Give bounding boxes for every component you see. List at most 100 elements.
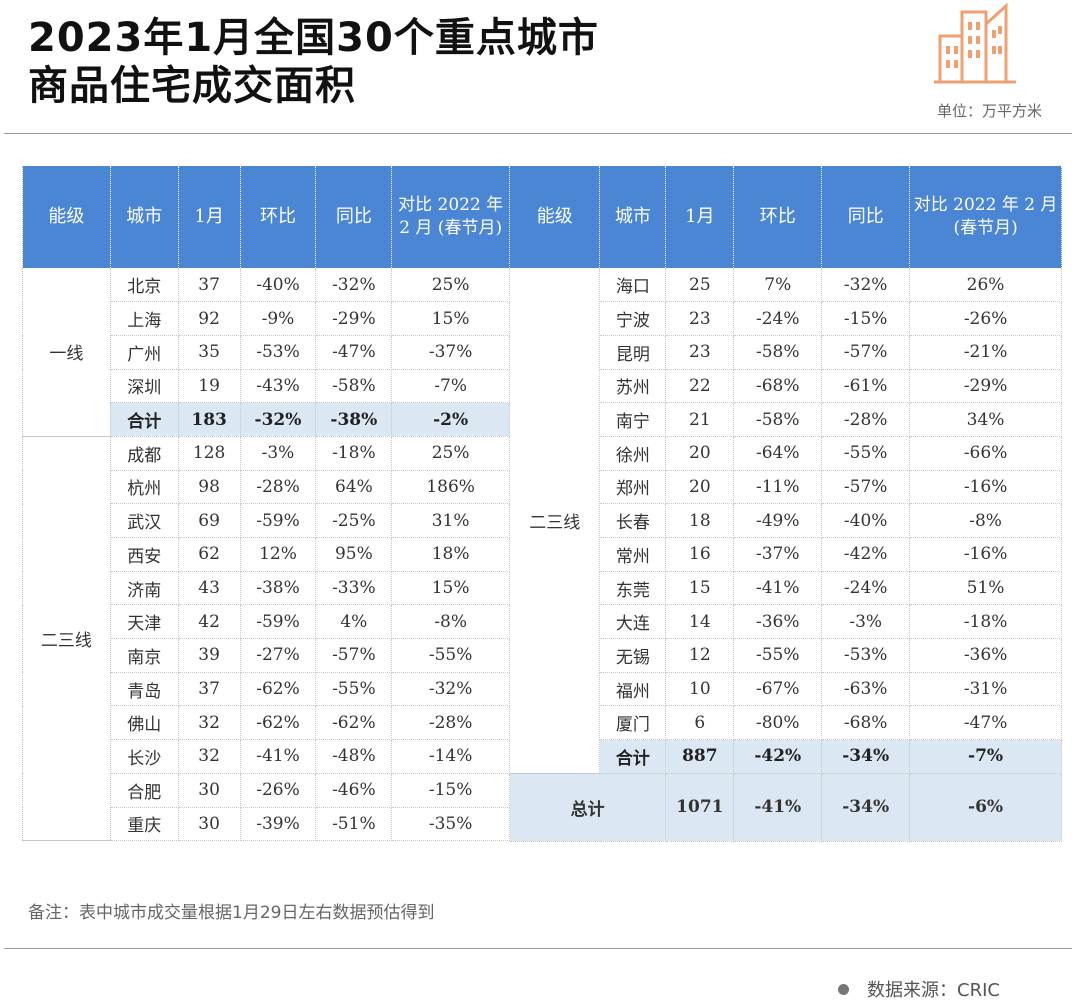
top-divider [4,133,1072,134]
table-row: 二三线 成都 128 -3% -18% 25% [22,436,510,842]
jan-value-cell: 37 [178,672,241,707]
header-tier: 能级 [510,166,601,268]
yoy-cell: -47% [315,335,393,370]
yoy-cell: -61% [821,369,911,404]
table-row: 长春 18 -49% -40% -8% [510,503,1062,538]
table-row: 徐州 20 -64% -55% -66% [510,436,1062,471]
vs-2022-feb-cell: -35% [391,807,510,842]
jan-value-cell: 12 [665,638,735,673]
header-city: 城市 [110,166,179,268]
vs-2022-feb-cell: -37% [391,335,510,370]
yoy-cell: -34% [821,739,911,774]
city-cell: 天津 [110,604,179,640]
mom-cell: -40% [240,268,317,303]
mom-cell: -58% [733,335,823,370]
vs-2022-feb-cell: -29% [909,369,1062,404]
yoy-cell: -38% [315,402,393,437]
tier-label-cell: 一线 [22,268,111,437]
mom-cell: -28% [240,470,317,505]
jan-value-cell: 6 [665,705,735,741]
mom-cell: -58% [733,402,823,437]
jan-value-cell: 23 [665,335,735,370]
city-cell: 长春 [599,503,667,538]
mom-cell: -49% [733,503,823,538]
vs-2022-feb-cell: -47% [909,705,1062,741]
vs-2022-feb-cell: -15% [391,773,510,808]
vs-2022-feb-cell: -2% [391,402,510,437]
city-cell: 宁波 [599,301,667,336]
city-cell: 海口 [599,268,667,303]
yoy-cell: -25% [315,503,393,538]
header-jan: 1月 [178,166,241,268]
table-row: 深圳 19 -43% -58% -7% [23,369,510,404]
vs-2022-feb-cell: 25% [391,436,510,471]
mom-cell: -55% [733,638,823,673]
table-row: 西安 62 12% 95% 18% [23,537,510,572]
mom-cell: -43% [240,369,317,404]
yoy-cell: 95% [315,537,393,572]
table-row: 福州 10 -67% -63% -31% [510,672,1062,707]
jan-value-cell: 16 [665,537,735,572]
mom-cell: -62% [240,672,317,707]
table-row: 常州 16 -37% -42% -16% [510,537,1062,572]
jan-value-cell: 30 [178,807,241,842]
vs-2022-feb-cell: -8% [391,604,510,640]
city-cell: 南宁 [599,402,667,437]
mom-cell: -11% [733,470,823,505]
bottom-divider [4,948,1072,949]
yoy-cell: -32% [821,268,911,303]
city-cell: 济南 [110,571,179,606]
yoy-cell: -29% [315,301,393,336]
city-cell: 杭州 [110,470,179,505]
mom-cell: -80% [733,705,823,741]
table-row: 佛山 32 -62% -62% -28% [23,705,510,741]
table-row: 青岛 37 -62% -55% -32% [23,672,510,707]
vs-2022-feb-cell: -28% [391,705,510,741]
right-header-row: 能级 城市 1月 环比 同比 对比 2022 年 2 月(春节月) [510,166,1062,268]
subtotal-row: 合计 183 -32% -38% -2% [23,402,510,437]
header-tier: 能级 [22,166,111,268]
yoy-cell: -68% [821,705,911,741]
mom-cell: -41% [733,773,823,842]
city-cell: 青岛 [110,672,179,707]
city-cell: 福州 [599,672,667,707]
jan-value-cell: 183 [178,402,241,437]
table-row: 宁波 23 -24% -15% -26% [510,301,1062,336]
table-row: 无锡 12 -55% -53% -36% [510,638,1062,673]
jan-value-cell: 42 [178,604,241,640]
city-cell: 北京 [110,268,179,303]
city-cell: 南京 [110,638,179,673]
table-row: 合肥 30 -26% -46% -15% [23,773,510,808]
vs-2022-feb-cell: 15% [391,301,510,336]
yoy-cell: -34% [821,773,911,842]
table-row: 大连 14 -36% -3% -18% [510,604,1062,640]
jan-value-cell: 23 [665,301,735,336]
mom-cell: -41% [733,571,823,606]
source-line: 数据来源：CRIC [838,976,1000,1002]
tier-label-cell: 二三线 [510,268,601,774]
mom-cell: -67% [733,672,823,707]
yoy-cell: -28% [821,402,911,437]
table-row: 上海 92 -9% -29% 15% [23,301,510,336]
table-row: 广州 35 -53% -47% -37% [23,335,510,370]
mom-cell: -32% [240,402,317,437]
bullet-dot-icon [838,983,850,995]
table-row: 东莞 15 -41% -24% 51% [510,571,1062,606]
table-row: 二三线 海口 25 7% -32% 26% [510,268,1062,774]
mom-cell: 12% [240,537,317,572]
grand-total-row: 总计 1071 -41% -34% -6% [510,773,1062,842]
jan-value-cell: 39 [178,638,241,673]
mom-cell: 7% [733,268,823,303]
vs-2022-feb-cell: 26% [909,268,1062,303]
jan-value-cell: 15 [665,571,735,606]
vs-2022-feb-cell: -16% [909,537,1062,572]
jan-value-cell: 20 [665,470,735,505]
table-row: 南宁 21 -58% -28% 34% [510,402,1062,437]
table-row: 郑州 20 -11% -57% -16% [510,470,1062,505]
table-row: 厦门 6 -80% -68% -47% [510,705,1062,741]
jan-value-cell: 10 [665,672,735,707]
table-row: 杭州 98 -28% 64% 186% [23,470,510,505]
title-line-2: 商品住宅成交面积 [28,63,356,109]
header-city: 城市 [599,166,667,268]
jan-value-cell: 19 [178,369,241,404]
